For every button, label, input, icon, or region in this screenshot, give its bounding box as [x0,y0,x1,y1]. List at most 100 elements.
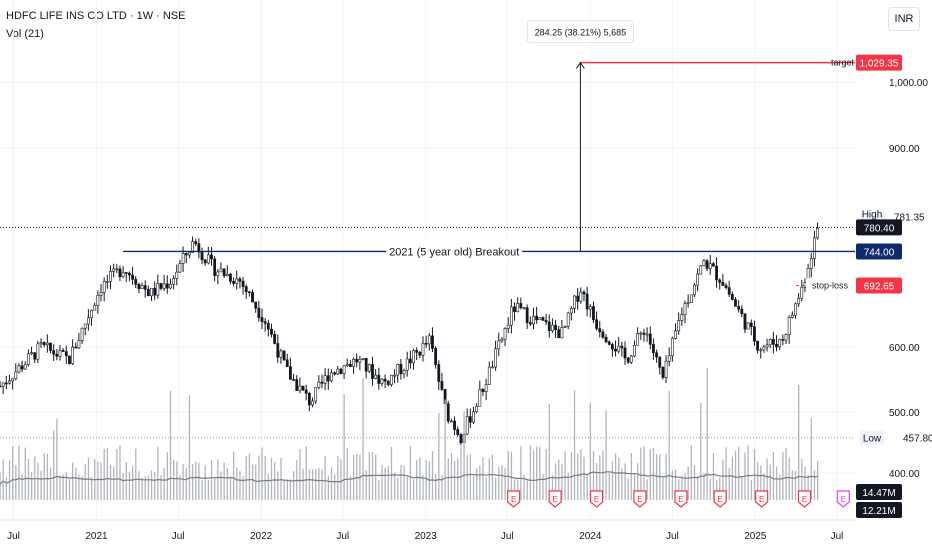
earnings-marker-icon[interactable] [507,490,521,508]
candle-body [137,283,141,289]
volume-bar [760,465,762,500]
volume-bar [640,447,642,500]
candle-body [794,303,797,316]
volume-bar [352,455,355,500]
volume-bar [30,472,33,500]
candle-body [481,389,485,392]
stoploss-price-tag: 692.65 [864,282,895,293]
volume-bar [728,467,730,500]
candle-body [140,285,144,289]
volume-bar [255,464,257,500]
breakout-price-tag-bg [856,243,902,260]
volume-bar [564,451,566,500]
candle-body [775,344,778,348]
candle-body [71,346,75,365]
candle-body [674,330,677,339]
volume-bar [195,461,197,500]
candle-body [320,381,324,384]
candle-body [680,314,684,321]
candle-body [292,379,295,381]
candle-body [456,429,460,435]
volume-bar [558,459,560,500]
volume-bar [403,465,405,500]
candle-body [361,358,365,360]
candle-body [93,305,97,311]
candle-body [165,283,169,289]
candle-body [677,320,681,332]
volume-bar [84,464,86,500]
volume-bar [785,448,787,500]
volume-bar [539,447,541,500]
candle-body [491,366,494,369]
candle-body [260,317,264,322]
candle-body [588,306,592,310]
candle-body [645,333,649,336]
earnings-marker-icon[interactable] [633,490,647,508]
volume-bar [207,479,210,500]
candle-body [298,385,302,391]
candle-body [61,350,65,352]
candle-body [551,324,554,331]
volume-bar [472,476,475,500]
low-price: 457.80 [903,434,932,445]
volume-bar [125,461,127,500]
candle-body [431,335,434,349]
breakout-label-bg [386,242,523,261]
volume-bar [536,446,538,500]
volume-bar [542,474,544,500]
earnings-marker-icon[interactable] [755,490,769,508]
volume-bar [131,466,134,500]
volume-bar [782,451,784,500]
x-tick-label: 2024 [579,531,602,542]
volume-bar [678,479,680,500]
candle-body [45,342,49,346]
candle-body [146,289,150,297]
earnings-marker-icon[interactable] [674,490,688,508]
earnings-marker-letter: E [511,495,516,504]
candle-body [390,374,393,385]
volume-bar [469,454,472,500]
volume-tag-2: 12.21M [862,506,895,517]
currency-button[interactable]: INR [888,7,920,31]
breakout-price-tag: 744.00 [864,247,895,258]
candle-body [569,308,573,314]
volume-bar [362,378,364,500]
volume-bar [201,479,203,500]
candle-body [96,295,100,306]
candle-body [311,400,314,406]
volume-bar [526,479,528,500]
candle-body [102,281,106,293]
candle-body [544,320,548,323]
earnings-marker-icon[interactable] [713,490,727,508]
candle-body [175,271,179,279]
volume-bar [365,470,367,500]
volume-bar [589,402,591,500]
candle-body [427,335,431,345]
volume-bar [570,451,573,500]
volume-indicator-label[interactable]: Vol (21) [6,28,44,40]
candle-body [109,271,112,282]
volume-bar [532,450,535,500]
candle-body [330,372,333,382]
candle-body [83,323,87,329]
earnings-marker-icon[interactable] [836,490,850,508]
candle-body [307,392,311,406]
volume-bar [715,479,718,500]
candle-body [115,268,119,271]
candle-body [557,329,561,339]
earnings-marker-letter: E [759,495,764,504]
x-tick-label: 2023 [415,531,438,542]
candle-body [465,416,469,435]
earnings-marker-icon[interactable] [548,490,562,508]
candle-body [4,382,8,385]
candle-body [661,367,665,378]
earnings-marker-icon[interactable] [797,490,812,508]
earnings-marker-icon[interactable] [590,490,604,508]
volume-tag-1-bg [856,484,902,500]
candle-body [727,287,731,295]
volume-bar [185,467,187,500]
candle-body [314,387,318,402]
candle-body [364,358,368,372]
candle-body [266,323,270,330]
